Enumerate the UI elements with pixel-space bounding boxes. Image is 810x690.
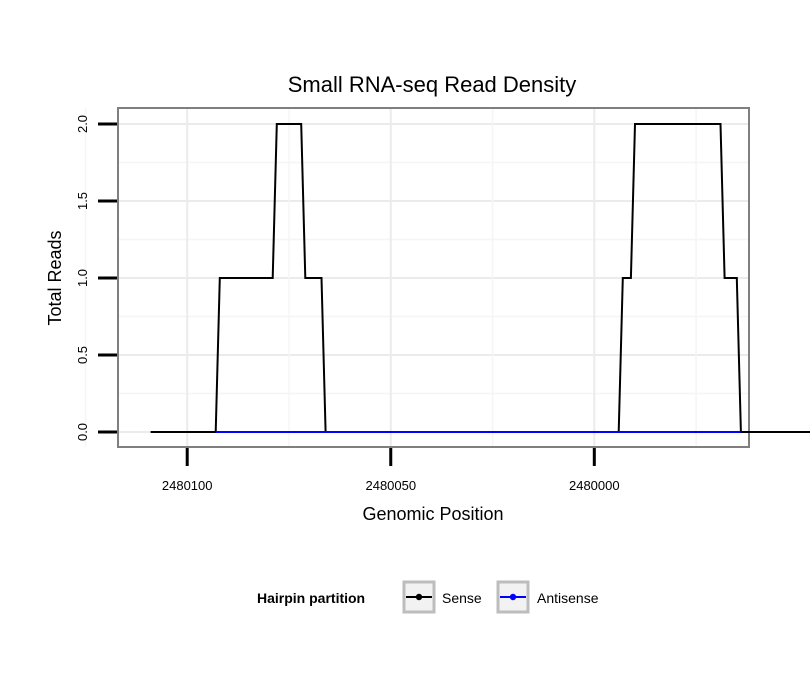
series-layer <box>150 123 810 433</box>
plot-panel-border <box>117 107 750 448</box>
y-axis-title: Total Reads <box>45 230 65 325</box>
x-tick-label: 2480050 <box>365 478 416 493</box>
y-tick-label: 1.0 <box>75 269 90 287</box>
legend-item-antisense: Antisense <box>496 580 599 614</box>
y-tick-label: 0.5 <box>75 346 90 364</box>
y-tick-label: 2.0 <box>75 115 90 133</box>
legend-item-sense: Sense <box>402 580 482 614</box>
x-tick-label: 2480100 <box>162 478 213 493</box>
plot-grid <box>84 108 749 447</box>
x-axis-title: Genomic Position <box>362 504 503 524</box>
legend-point-sense <box>415 593 423 601</box>
legend: Hairpin partition Sense Antisense <box>257 580 599 614</box>
y-tick-label: 1.5 <box>75 192 90 210</box>
y-axis: 0.0 0.5 1.0 1.5 2.0 <box>75 115 117 441</box>
legend-label-sense: Sense <box>442 590 482 606</box>
legend-title: Hairpin partition <box>257 590 365 606</box>
y-tick-label: 0.0 <box>75 423 90 441</box>
x-tick-label: 2480000 <box>569 478 620 493</box>
chart-title: Small RNA-seq Read Density <box>288 72 577 97</box>
x-axis: 2480100 2480050 2480000 <box>162 448 620 493</box>
legend-label-antisense: Antisense <box>537 590 599 606</box>
legend-point-antisense <box>509 593 517 601</box>
